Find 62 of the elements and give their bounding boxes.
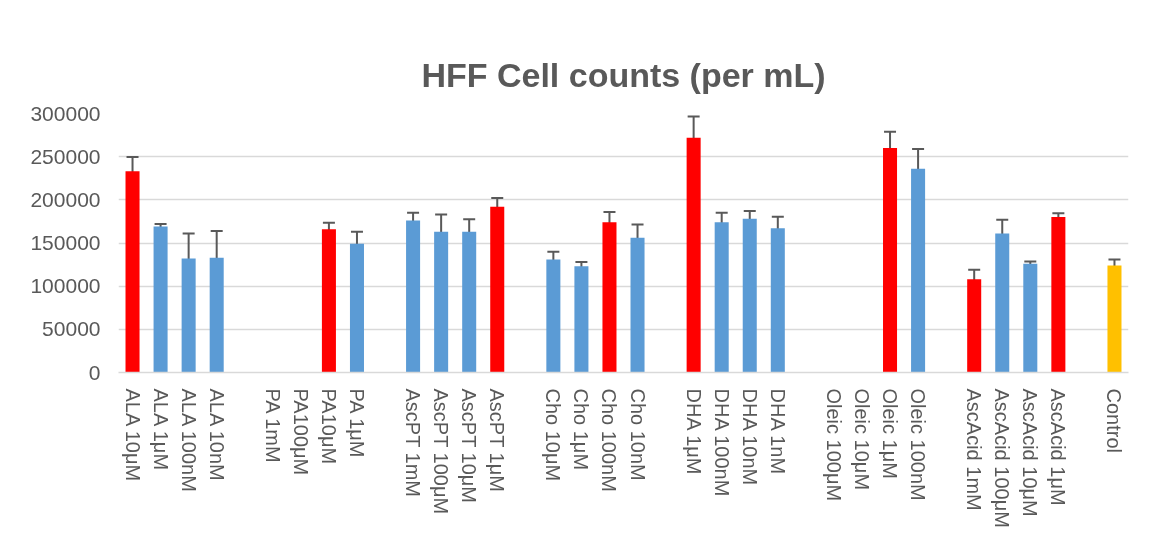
bar [1051,217,1066,373]
x-tick-label: Cho 1μM [570,388,593,471]
x-tick-label: AscAcid 1mM [963,388,986,511]
y-tick-label: 150000 [30,231,101,254]
x-tick-label: Cho 100nM [598,388,621,492]
x-tick-label: DHA 100nM [710,388,733,497]
bar [125,171,140,373]
x-tick-label: Oleic 100μM [822,388,845,502]
y-tick-label: 50000 [42,317,101,341]
y-tick-label: 200000 [30,187,101,211]
x-tick-label: ALA 100nM [177,388,200,492]
x-tick-label: Cho 10μM [542,388,565,482]
x-tick-label: AscAcid 1μM [1047,388,1070,506]
bar [630,237,645,373]
bar [883,148,898,373]
bar [770,228,785,373]
bar [462,231,477,373]
x-tick-label: Oleic 100nM [907,388,930,501]
x-tick-label: AscAcid 10μM [1019,388,1042,517]
bar [321,229,336,373]
x-tick-label: PA100μM [289,388,312,476]
bar [546,259,561,373]
x-tick-label: PA 1mM [261,388,284,463]
x-tick-label: Control [1103,388,1126,453]
bar [995,233,1010,373]
bar [911,168,926,373]
bar [406,220,421,373]
x-tick-label: ALA 1μM [149,388,172,471]
x-tick-label: PA10μM [317,388,340,465]
bar [742,218,757,373]
x-tick-label: AscPT 1μM [486,388,509,492]
bar [490,206,505,373]
x-tick-label: PA 1μM [345,388,368,458]
bar [153,226,168,373]
y-tick-label: 300000 [30,101,101,125]
chart-title: HFF Cell counts (per mL) [421,55,826,94]
x-tick-label: AscAcid 100μM [991,388,1014,528]
x-tick-label: DHA 1nM [766,388,789,475]
bar [181,258,196,373]
y-tick-label: 250000 [30,144,101,168]
x-tick-label: ALA 10nM [205,388,228,481]
x-tick-label: AscPT 1mM [402,388,425,498]
bar [434,231,449,373]
bar [602,222,617,373]
y-tick-label: 0 [88,360,101,384]
x-tick-label: AscPT 100μM [430,388,453,515]
bar [714,222,729,373]
bar [686,137,701,373]
x-tick-label: Cho 10nM [626,388,649,481]
bar [1023,263,1038,373]
bar [349,243,364,373]
x-tick-label: Oleic 10μM [850,388,873,491]
x-tick-label: ALA 10μM [121,388,144,482]
bar [967,279,982,373]
x-tick-label: Oleic 1μM [879,388,902,479]
x-tick-label: AscPT 10μM [458,388,481,504]
x-tick-label: DHA 10nM [738,388,761,486]
bar [1107,265,1122,373]
bar [574,266,589,373]
x-tick-label: DHA 1μM [682,388,705,475]
y-tick-label: 100000 [30,274,101,298]
bar [209,257,224,373]
